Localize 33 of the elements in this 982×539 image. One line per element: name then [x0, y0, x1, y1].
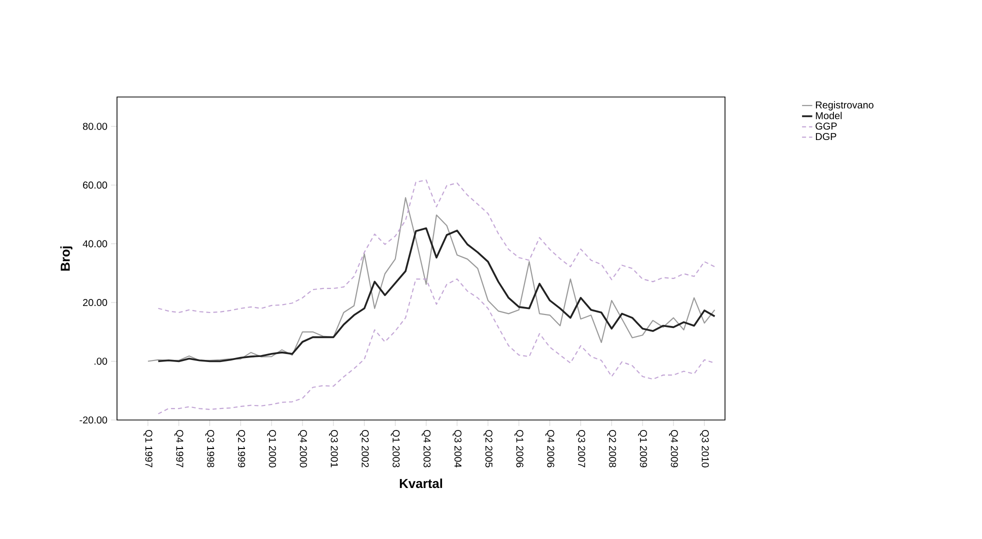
line-series [147, 197, 716, 362]
x-tick-label: Q4 2009 [669, 430, 678, 468]
legend-label: GGP [816, 122, 837, 130]
x-tick-label: Q3 2010 [700, 430, 709, 468]
x-tick-label: Q1 2006 [514, 430, 524, 468]
x-tick-label: Q2 2005 [484, 430, 492, 468]
x-tick-label: Q1 2009 [638, 430, 647, 468]
x-tick-label: Q2 2002 [360, 430, 369, 468]
y-axis-title: Broj [60, 246, 72, 271]
x-tick-label: Q4 1997 [174, 430, 184, 468]
legend-label: Registrovano [816, 101, 874, 110]
x-tick-label: Q3 2001 [328, 430, 338, 468]
line-series [158, 180, 716, 314]
x-axis-title: Kvartal [400, 478, 442, 488]
x-tick-label: Q1 2003 [390, 430, 400, 468]
x-tick-label: Q1 2000 [267, 430, 276, 468]
y-tick-label: 80.00 [82, 122, 108, 130]
y-tick-label: -20.00 [80, 416, 108, 424]
x-tick-label: Q4 2003 [422, 430, 431, 468]
x-tick-label: Q3 1998 [205, 430, 214, 468]
y-tick-label: 60.00 [83, 182, 108, 189]
legend-label: Model [816, 112, 842, 120]
y-tick-label: 20.00 [83, 299, 108, 306]
y-tick-label: 40.00 [82, 240, 108, 248]
x-tick-label: Q2 1999 [236, 430, 246, 468]
x-tick-label: Q1 1997 [143, 430, 152, 468]
legend-label: DGP [816, 133, 836, 140]
x-tick-label: Q2 2008 [607, 430, 616, 468]
x-tick-label: Q4 2000 [298, 430, 307, 468]
y-tick-label: .00 [94, 358, 108, 365]
x-tick-label: Q3 2007 [576, 430, 586, 468]
x-tick-label: Q3 2004 [452, 430, 462, 468]
x-tick-label: Q4 2006 [545, 430, 554, 468]
